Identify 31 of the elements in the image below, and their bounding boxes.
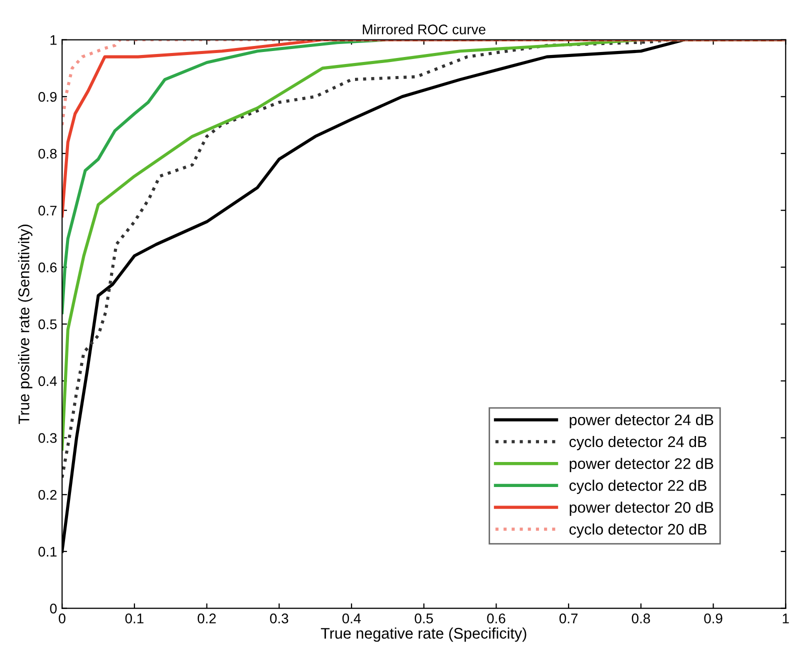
x-tick-label: 0.9 [704,614,722,624]
x-tick-label: 0.7 [559,614,578,624]
x-tick-label: 0.3 [270,614,288,624]
x-tick-label: 0.8 [632,614,650,624]
y-tick-label: 0.9 [38,92,57,102]
legend-label: power detector 22 dB [570,458,714,472]
y-tick-label: 0.2 [38,490,57,500]
y-tick-label: 0.4 [38,376,57,386]
x-tick-label: 0.1 [125,614,144,624]
y-tick-label: 0.1 [38,546,57,557]
legend-label: cyclo detector 20 dB [569,523,706,538]
legend-label: power detector 24 dB [570,414,714,428]
x-tick-label: 1 [782,614,789,624]
y-tick-label: 1 [50,35,57,45]
y-axis-title: True positive rate (Sensitivity) [18,224,32,424]
x-tick-label: 0.6 [487,614,506,624]
x-tick-label: 0.2 [198,614,216,624]
x-axis-title: True negative rate (Specificity) [320,628,526,642]
x-tick-label: 0.5 [414,614,433,624]
legend-label: cyclo detector 24 dB [569,436,706,450]
y-tick-label: 0.8 [38,148,57,159]
y-tick-label: 0 [50,604,57,614]
x-tick-label: 0.4 [342,614,361,624]
y-tick-label: 0.7 [38,206,57,216]
legend-label: power detector 20 dB [570,502,714,516]
y-tick-label: 0.5 [38,319,57,330]
chart-title: Mirrored ROC curve [362,24,486,34]
y-tick-label: 0.6 [38,262,57,272]
legend-label: cyclo detector 22 dB [569,480,706,494]
x-tick-label: 0 [58,614,66,624]
y-tick-label: 0.3 [38,433,57,443]
